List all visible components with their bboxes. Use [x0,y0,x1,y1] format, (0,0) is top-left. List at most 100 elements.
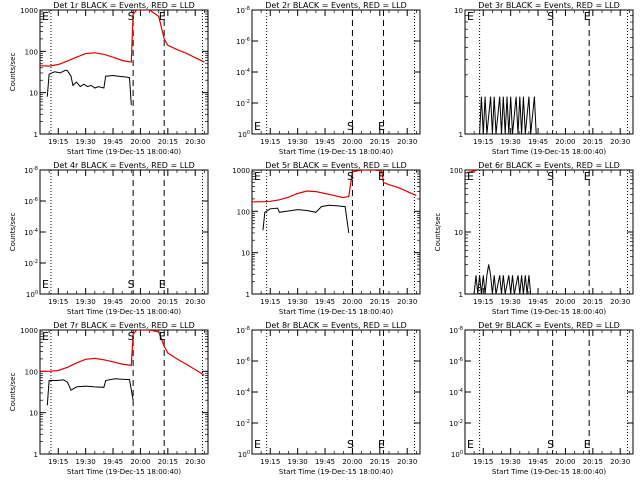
x-tick-label: 20:15 [158,298,178,306]
x-tick-label: 19:30 [76,458,96,466]
plot-frame [464,9,634,135]
x-axis-label: Start Time (19-Dec-15 18:00:40) [492,148,606,156]
y-tick-label: 100 [450,167,463,175]
x-tick-label: 19:45 [528,138,548,146]
x-tick-label: 20:15 [583,298,603,306]
x-tick-label: 20:00 [555,458,575,466]
y-tick-label: 1000 [20,7,38,15]
panel-title: Det 3r BLACK = Events, RED = LLD [478,1,620,10]
detector-panel: Det 1r BLACK = Events, RED = LLD 1 10 100 10… [9,1,209,156]
events-series-line [46,378,134,406]
lld-series-line [40,10,205,67]
lld-series-line [465,170,478,174]
x-tick-label: 20:30 [397,138,417,146]
y-tick-label: 100 [25,48,38,56]
x-tick-label: 19:15 [260,458,280,466]
x-tick-label: 20:00 [342,138,362,146]
x-axis-label: Start Time (19-Dec-15 18:00:40) [67,468,181,476]
y-tick-label: 100 [26,290,38,299]
y-tick-label: 1000 [20,327,38,335]
detector-panel: Det 6r BLACK = Events, RED = LLD 1 10 100 19… [434,161,634,316]
y-tick-label: 10-4 [236,388,250,397]
event-marker-label: E [584,10,591,23]
x-tick-label: 20:30 [185,298,205,306]
x-tick-label: 20:00 [342,458,362,466]
y-tick-label: 100 [451,450,463,459]
plot-frame [39,169,209,295]
detector-panel: Det 3r BLACK = Events, RED = LLD 1 10 19:15… [454,1,634,156]
event-marker-label: E [254,170,261,183]
y-tick-label: 10 [29,410,38,418]
detector-panel: Det 9r BLACK = Events, RED = LLD 100 10-2 1… [449,321,634,476]
x-tick-label: 19:30 [76,138,96,146]
y-tick-label: 100 [238,130,250,139]
panel-title: Det 6r BLACK = Events, RED = LLD [478,161,620,170]
x-tick-label: 20:15 [158,458,178,466]
y-tick-label: 10-6 [449,357,463,366]
x-tick-label: 20:30 [185,458,205,466]
y-tick-label: 1 [459,131,463,139]
x-tick-label: 20:00 [555,298,575,306]
event-marker-label: S [347,120,354,133]
x-tick-label: 20:30 [397,298,417,306]
y-tick-label: 10-8 [449,326,463,335]
x-axis-label: Start Time (19-Dec-15 18:00:40) [492,468,606,476]
event-marker-label: S [128,278,135,291]
event-marker-label: S [347,170,354,183]
x-axis-label: Start Time (19-Dec-15 18:00:40) [279,468,393,476]
x-tick-label: 19:15 [473,458,493,466]
y-tick-label: 10-8 [236,6,250,15]
event-marker-label: E [159,278,166,291]
y-tick-label: 10-2 [236,419,250,428]
y-tick-label: 10-6 [24,197,38,206]
event-marker-label: S [128,10,135,23]
y-tick-label: 10-8 [24,166,38,175]
x-tick-label: 19:30 [288,458,308,466]
plot-frame [251,329,421,455]
event-marker-label: E [254,120,261,133]
y-axis-label: Counts/sec [9,213,17,252]
y-tick-label: 10-6 [236,37,250,46]
y-tick-label: 100 [237,208,250,216]
x-axis-label: Start Time (19-Dec-15 18:00:40) [67,148,181,156]
x-tick-label: 19:30 [501,458,521,466]
x-tick-label: 19:45 [103,298,123,306]
panel-title: Det 9r BLACK = Events, RED = LLD [478,321,620,330]
y-tick-label: 1 [246,291,250,299]
x-tick-label: 20:15 [583,458,603,466]
y-tick-label: 10-4 [449,388,463,397]
x-tick-label: 20:00 [130,138,150,146]
x-tick-label: 20:00 [342,298,362,306]
event-marker-label: E [42,278,49,291]
event-marker-label: S [347,438,354,451]
x-tick-label: 19:30 [288,298,308,306]
x-tick-label: 20:15 [370,298,390,306]
x-tick-label: 19:30 [501,138,521,146]
x-tick-label: 20:30 [610,138,630,146]
y-tick-label: 1 [34,451,38,459]
event-marker-label: E [378,120,385,133]
x-tick-label: 19:15 [473,138,493,146]
event-marker-label: E [467,438,474,451]
x-tick-label: 20:00 [130,458,150,466]
event-marker-label: E [584,170,591,183]
y-axis-label: Counts/sec [9,53,17,92]
detector-panel: Det 4r BLACK = Events, RED = LLD 100 10-2 1… [9,161,209,316]
events-series-line [262,204,350,233]
x-tick-label: 19:15 [260,138,280,146]
detector-panel: Det 7r BLACK = Events, RED = LLD 1 10 100 10… [9,321,209,476]
panel-title: Det 8r BLACK = Events, RED = LLD [265,321,407,330]
y-axis-label: Counts/sec [434,213,442,252]
plot-frame [464,329,634,455]
y-tick-label: 10-4 [24,228,38,237]
x-tick-label: 20:15 [370,138,390,146]
events-series-line [473,264,532,294]
x-tick-label: 20:00 [555,138,575,146]
x-tick-label: 19:15 [473,298,493,306]
x-axis-label: Start Time (19-Dec-15 18:00:40) [279,148,393,156]
panel-title: Det 1r BLACK = Events, RED = LLD [53,1,195,10]
x-axis-label: Start Time (19-Dec-15 18:00:40) [67,308,181,316]
detector-panel: Det 5r BLACK = Events, RED = LLD 1 10 100 10… [232,161,421,316]
x-tick-label: 19:45 [528,458,548,466]
x-axis-label: Start Time (19-Dec-15 18:00:40) [279,308,393,316]
